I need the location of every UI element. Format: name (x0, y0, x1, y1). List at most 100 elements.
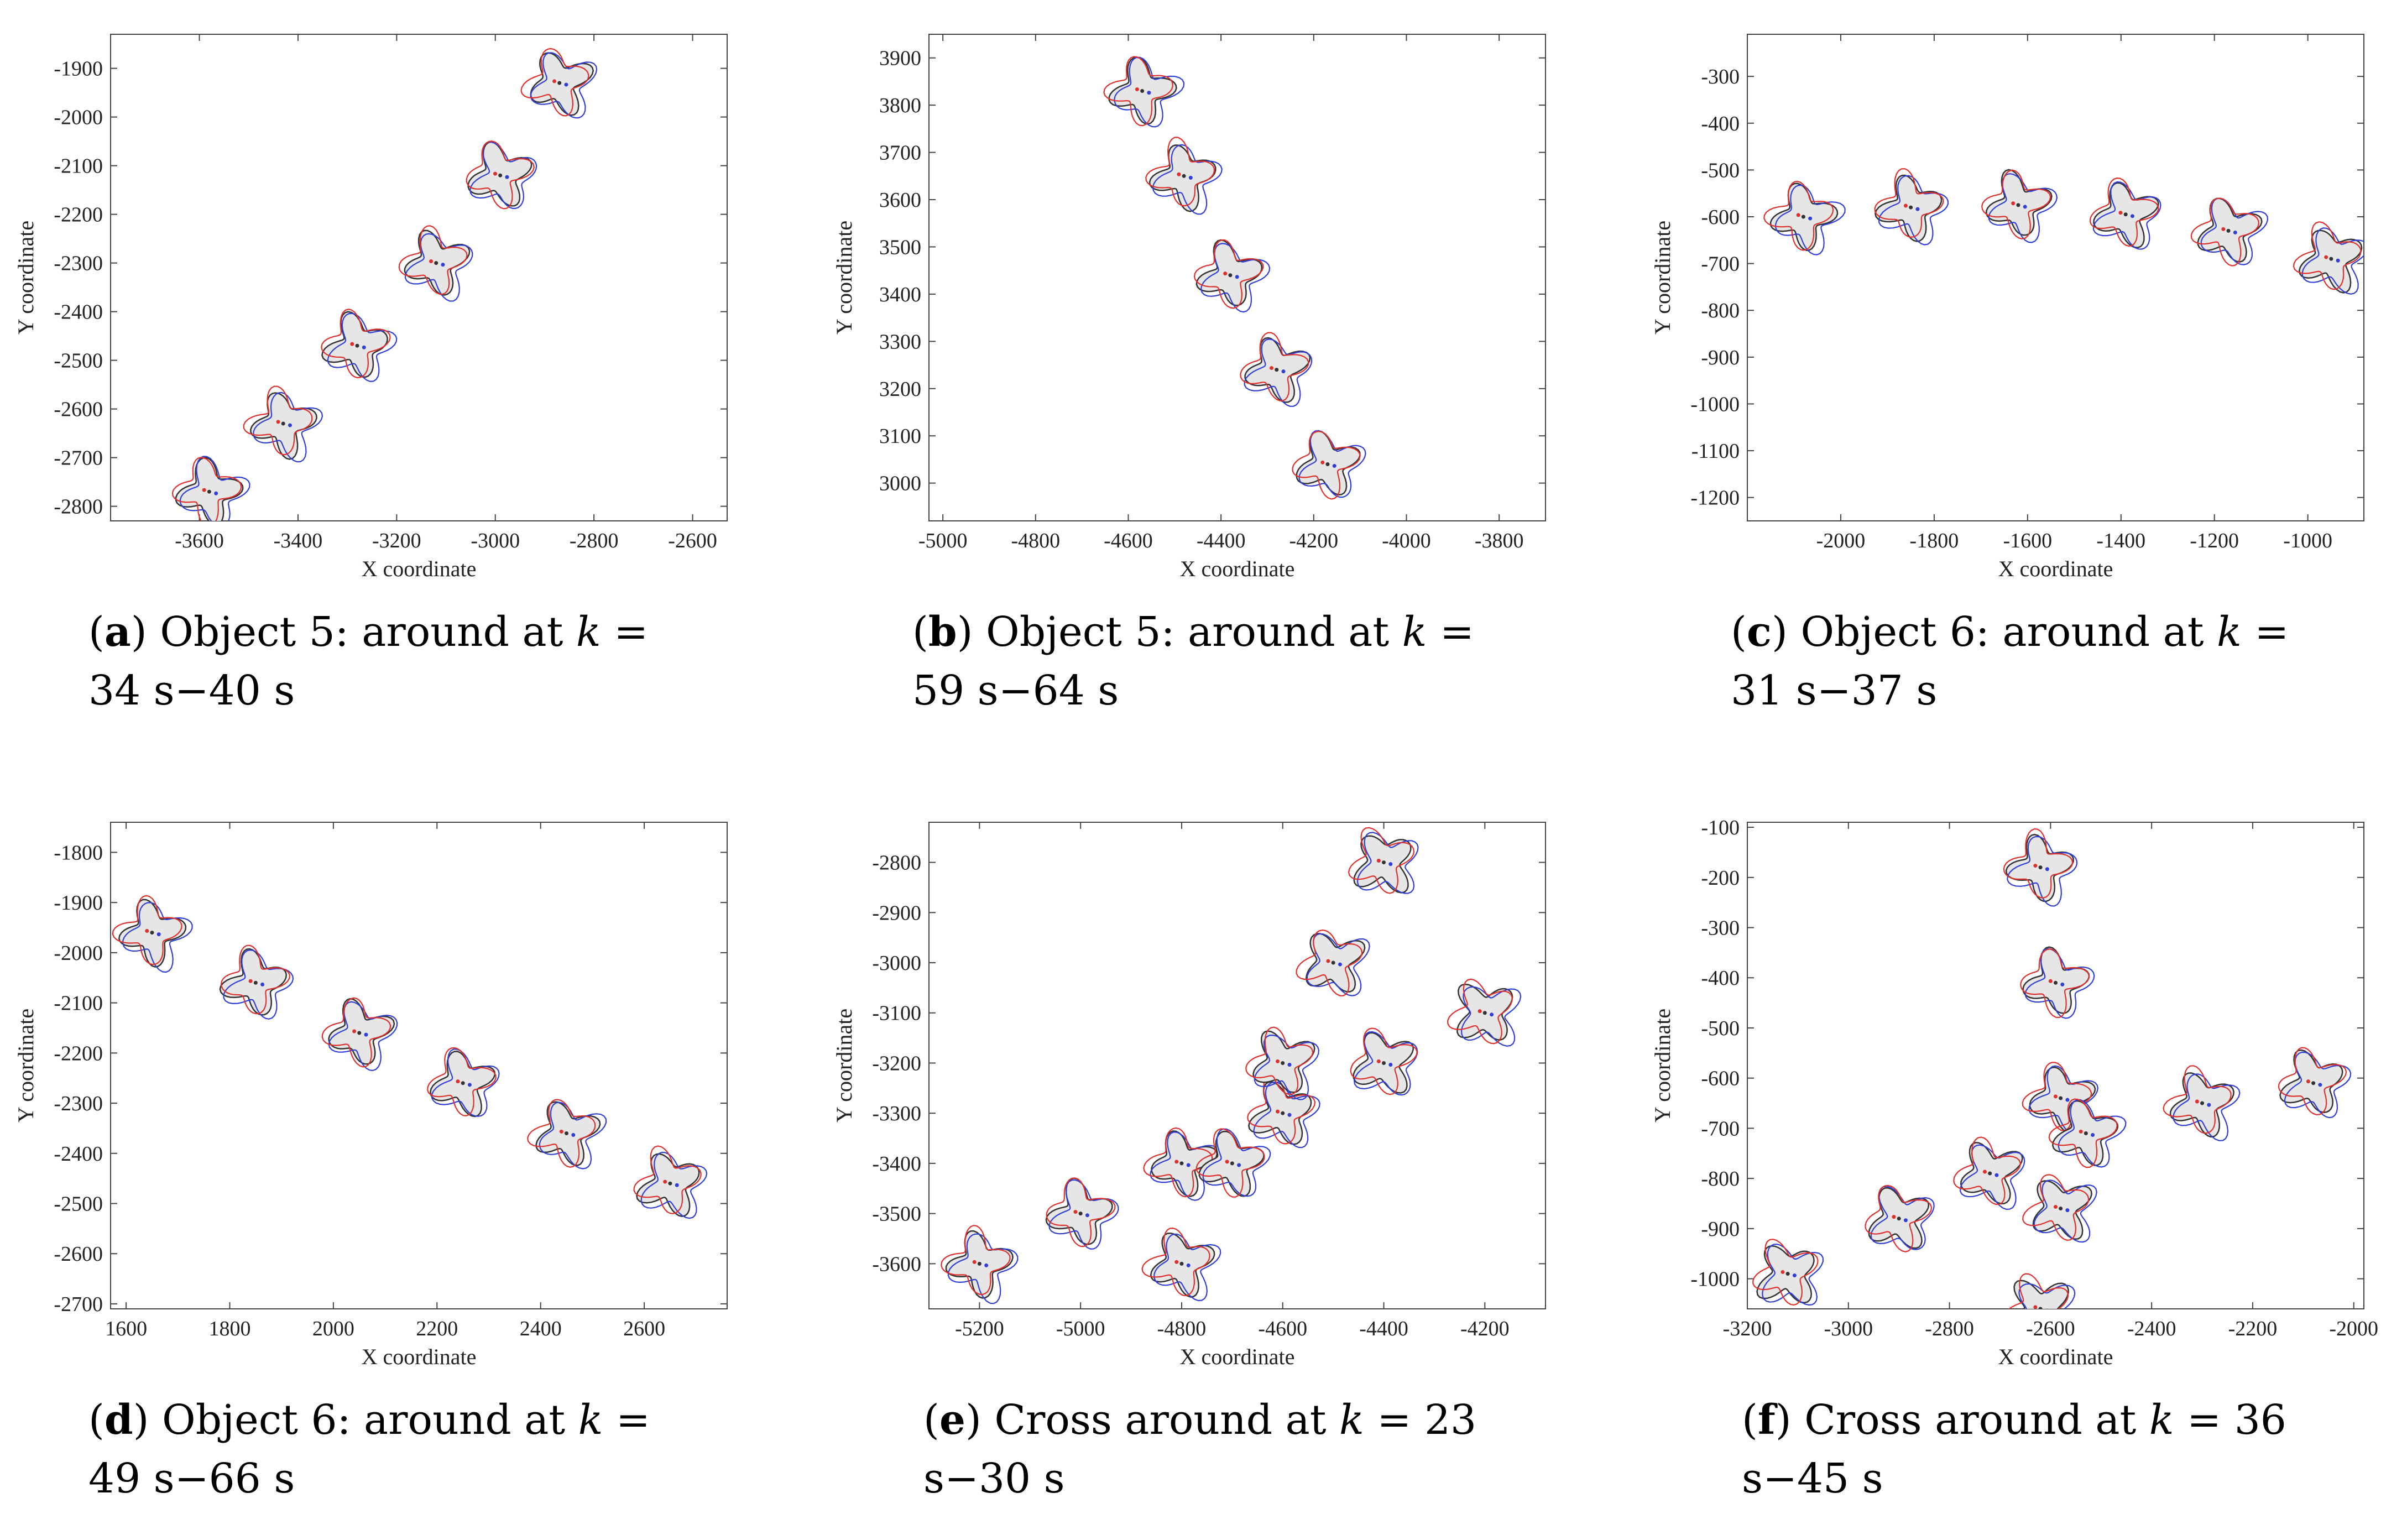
object-center-blue (1388, 1063, 1393, 1067)
x-tick-label: -4000 (1382, 529, 1431, 552)
object-center-blue (1903, 1218, 1908, 1223)
object-estimate-red (243, 385, 313, 456)
caption-f-var: k (2149, 1396, 2174, 1444)
object-center-truth (1179, 1261, 1184, 1266)
objects-layer (1752, 828, 2352, 1309)
x-tick-label: 1800 (209, 1317, 251, 1340)
object-center-blue (984, 1263, 989, 1267)
object-estimate-red (2022, 1174, 2090, 1241)
y-tick-label: -2500 (54, 349, 103, 373)
y-tick-label: -900 (1701, 1218, 1740, 1241)
y-tick-label: -3100 (872, 1002, 921, 1025)
object-center-blue (1994, 1173, 1999, 1177)
object-center-truth (1140, 89, 1145, 93)
caption-f-text: Cross around at (1791, 1396, 2149, 1444)
object-estimate-red (1193, 239, 1264, 309)
caption-a-var: k (576, 608, 601, 656)
x-tick-label: 2000 (312, 1317, 354, 1340)
object-center-blue (2318, 1083, 2322, 1087)
object-estimate-blue (2033, 1179, 2097, 1243)
y-tick-label: -1000 (1690, 1268, 1740, 1291)
x-tick-label: -1800 (1910, 529, 1959, 552)
caption-d-letter: d (104, 1396, 133, 1444)
object-center-red (202, 488, 206, 492)
chart-d-svg: 1600 1800 2000 2200 2400 2600 -2700 -2600 -2500 -… (13, 822, 728, 1369)
object-center-red (2221, 227, 2226, 231)
y-tick-label: -2100 (54, 992, 103, 1015)
object-center-truth (1182, 174, 1186, 178)
x-tick-label: -4600 (1104, 529, 1153, 552)
object-center-blue (1186, 1263, 1191, 1267)
object-estimate-red (2293, 221, 2362, 290)
y-tick-label: -800 (1701, 299, 1740, 322)
x-tick-label: -4800 (1157, 1317, 1207, 1340)
object-estimate-blue (253, 391, 323, 463)
y-tick-label: -200 (1701, 866, 1740, 890)
object-estimate-red (398, 225, 468, 295)
y-tick-label: 3200 (879, 378, 921, 401)
object-estimate-red (1046, 1177, 1116, 1247)
object-center-truth (498, 173, 503, 178)
y-tick-label: -1200 (1690, 487, 1740, 510)
object-center-blue (2046, 1308, 2049, 1309)
x-tick-label: -2400 (2127, 1317, 2176, 1340)
object-estimate-red (1865, 1184, 1933, 1252)
objects-layer (941, 827, 1522, 1304)
y-axis-label: Y coordinate (832, 1009, 857, 1123)
object-center-blue (1338, 962, 1342, 967)
y-tick-label: -2000 (54, 106, 103, 129)
objects-layer (171, 48, 598, 521)
x-tick-label: -4200 (1460, 1317, 1510, 1340)
x-tick-label: 1600 (105, 1317, 147, 1340)
object-truth-shape (1248, 1081, 1312, 1145)
object-center-red (1477, 1009, 1482, 1014)
y-tick-label: -2700 (54, 1293, 103, 1316)
y-tick-label: 3800 (879, 94, 921, 117)
object-center-red (1376, 859, 1381, 863)
object-estimate-blue (1114, 56, 1185, 128)
object-center-truth (1482, 1011, 1487, 1015)
y-tick-label: -3500 (872, 1203, 921, 1226)
caption-e-text: Cross around at (981, 1396, 1340, 1444)
object-center-red (2011, 201, 2016, 206)
caption-b-var: k (1402, 608, 1427, 656)
y-tick-label: -900 (1701, 346, 1740, 369)
object-center-truth (2226, 228, 2231, 233)
object-estimate-red (1103, 56, 1173, 127)
object-estimate-blue (1762, 1243, 1824, 1306)
object-estimate-red (2020, 948, 2090, 1019)
x-tick-label: -1200 (2190, 529, 2239, 552)
object-center-truth (1228, 273, 1233, 278)
object-center-blue (467, 1083, 472, 1087)
caption-b-text: Object 5: around at (973, 608, 1402, 656)
object-estimate-red (1296, 929, 1363, 996)
object-truth-shape (328, 998, 395, 1065)
object-estimate-red (1240, 332, 1309, 401)
object-estimate-red (941, 1225, 1011, 1296)
object-center-truth (150, 931, 154, 935)
x-tick-label: 2600 (623, 1317, 665, 1340)
object-estimate-blue (1152, 144, 1223, 215)
y-tick-label: -2000 (54, 942, 103, 965)
x-axis-label: X coordinate (362, 1344, 477, 1369)
object-center-blue (2065, 1098, 2070, 1102)
plot-frame (928, 34, 1546, 521)
object-center-truth (1179, 1161, 1184, 1166)
x-tick-label: 2200 (416, 1317, 458, 1340)
object-center-truth (557, 81, 562, 85)
object-center-truth (1382, 860, 1386, 865)
y-tick-label: -600 (1701, 206, 1740, 229)
object-estimate-blue (1988, 173, 2058, 243)
object-center-blue (1085, 1213, 1089, 1218)
object-center-red (2048, 979, 2053, 983)
panel-d: 1600 1800 2000 2200 2400 2600 -2700 -2600 -2500 -… (0, 788, 802, 1540)
x-tick-label: -3200 (1723, 1317, 1772, 1340)
object-estimate-red (520, 48, 589, 117)
y-tick-label: 3100 (879, 425, 921, 448)
plot-frame (110, 34, 728, 521)
object-estimate-blue (1202, 1128, 1271, 1197)
object-estimate-blue (2173, 1073, 2241, 1141)
y-tick-label: 3500 (879, 236, 921, 259)
object-estimate-red (1953, 1136, 2021, 1205)
object-estimate-blue (1153, 1233, 1221, 1302)
